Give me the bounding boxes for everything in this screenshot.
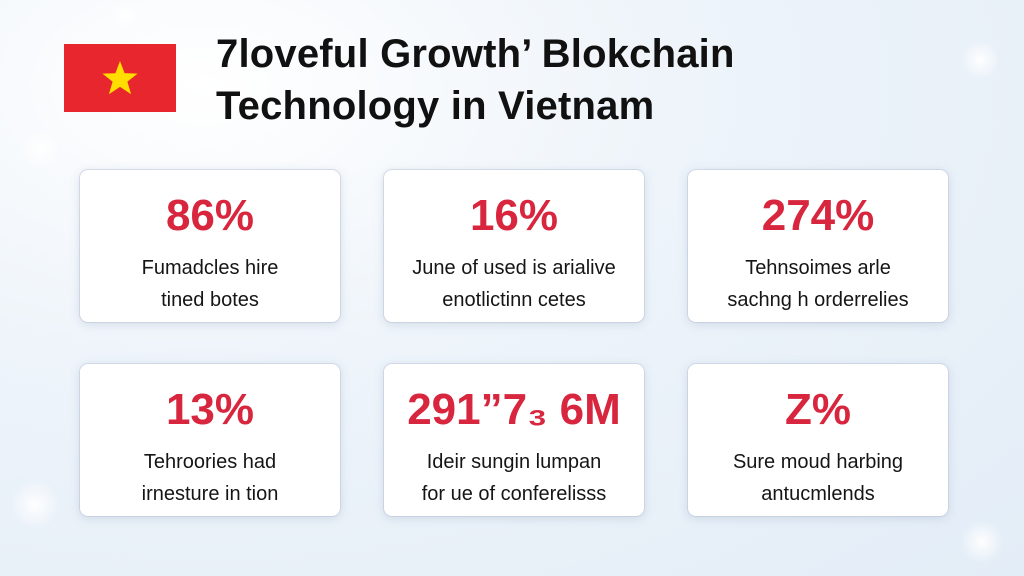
stat-description-line: June of used is arialive — [412, 257, 616, 279]
stat-value: 16% — [469, 191, 559, 240]
stat-description: June of used is arialive enotlictinn cet… — [384, 252, 644, 316]
stat-description-line: sachng h orderrelies — [727, 289, 909, 311]
background-sparkle — [10, 480, 60, 530]
stat-description-line: Sure moud harbing — [732, 451, 904, 473]
title-line-1: 7loveful Growth’ Blokchain — [216, 32, 735, 76]
stat-value: Z% — [785, 385, 851, 434]
background-sparkle — [20, 130, 60, 170]
stat-value: 291”7₃ 6M — [407, 385, 621, 434]
page-title: 7loveful Growth’ Blokchain Technology in… — [216, 28, 996, 132]
stat-description-line: Tehnsoimes arle — [745, 257, 891, 279]
stat-description: Tehnsoimes arle sachng h orderrelies — [688, 252, 948, 316]
background-sparkle — [960, 520, 1004, 564]
stat-description-line: Tehroories had — [143, 451, 277, 473]
background-sparkle — [110, 0, 140, 30]
stat-value: 274% — [761, 191, 875, 240]
stat-description: Ideir sungin lumpan for ue of conferelis… — [384, 446, 644, 510]
stat-description-line: for ue of conferelisss — [421, 483, 607, 505]
stat-description: Sure moud harbing antucmlends — [688, 446, 948, 510]
vietnam-flag-icon — [64, 44, 176, 112]
stat-card: 16% June of used is arialive enotlictinn… — [384, 170, 644, 322]
stat-value: 13% — [165, 385, 255, 434]
stat-card: 274% Tehnsoimes arle sachng h orderrelie… — [688, 170, 948, 322]
stat-description-line: Ideir sungin lumpan — [426, 451, 602, 473]
title-line-2: Technology in Vietnam — [216, 84, 655, 128]
stat-description-line: tined botes — [161, 289, 259, 311]
stat-description-line: enotlictinn cetes — [442, 289, 586, 311]
stat-description-line: Fumadcles hire — [141, 257, 279, 279]
stat-description-line: antucmlends — [761, 483, 875, 505]
star-icon — [102, 61, 138, 95]
stat-card: 13% Tehroories had irnesture in tion — [80, 364, 340, 516]
background-sparkle — [960, 40, 1000, 80]
stat-value: 86% — [165, 191, 255, 240]
stat-description-line: irnesture in tion — [141, 483, 279, 505]
stat-card: 291”7₃ 6M Ideir sungin lumpan for ue of … — [384, 364, 644, 516]
stat-description: Fumadcles hire tined botes — [80, 252, 340, 316]
stat-card: Z% Sure moud harbing antucmlends — [688, 364, 948, 516]
stat-description: Tehroories had irnesture in tion — [80, 446, 340, 510]
stat-card: 86% Fumadcles hire tined botes — [80, 170, 340, 322]
